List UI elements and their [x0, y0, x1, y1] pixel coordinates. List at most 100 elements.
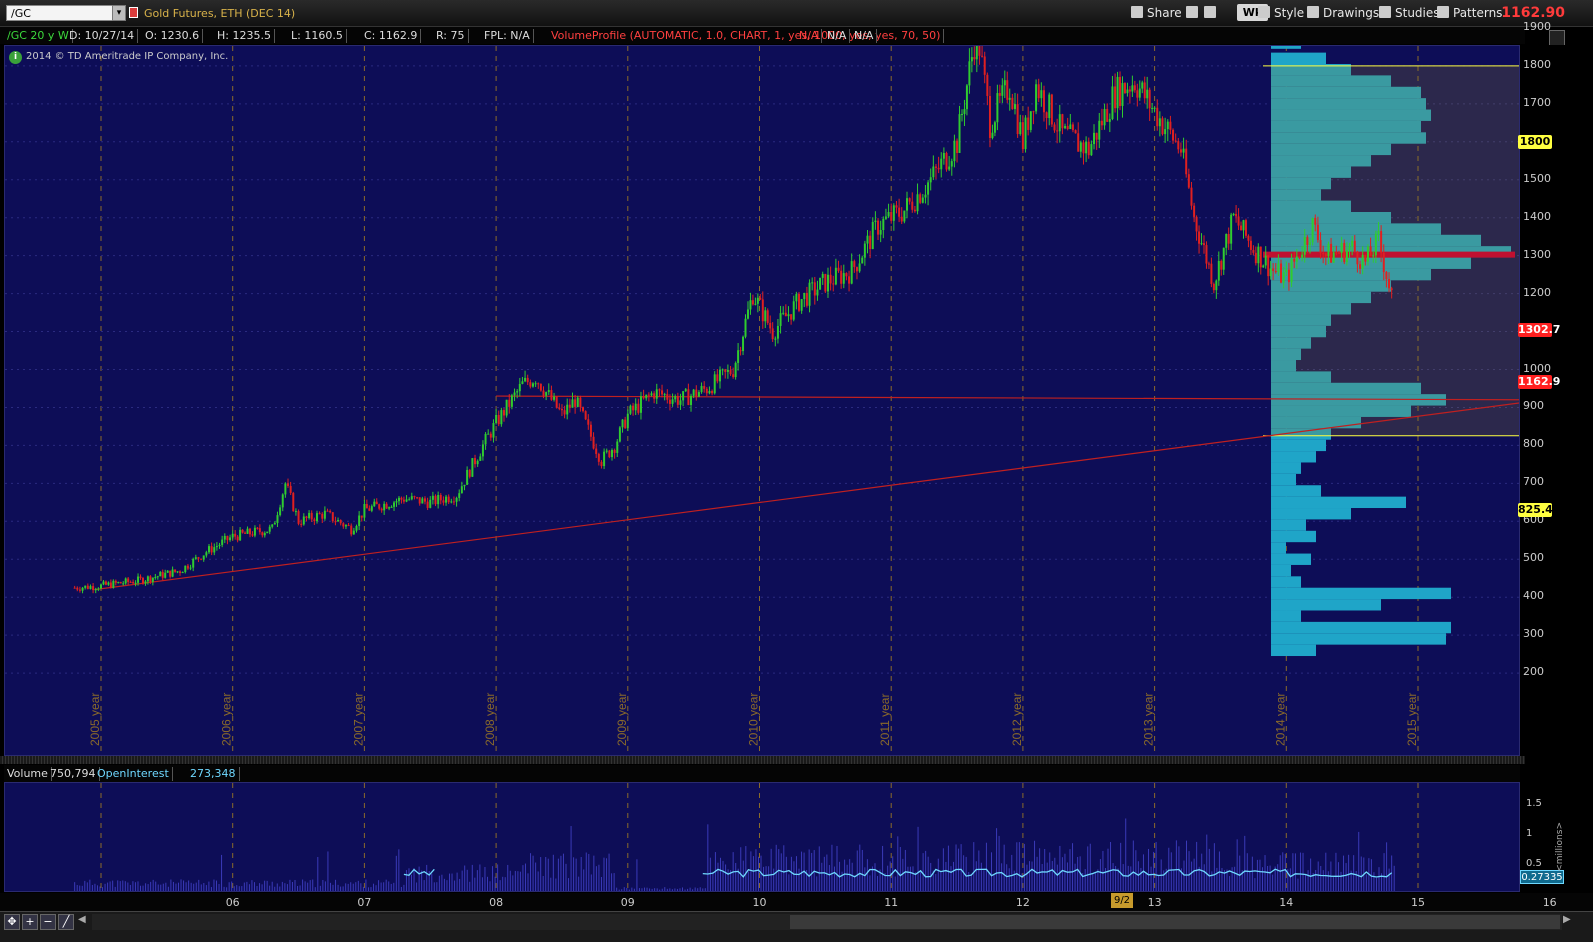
- share-button[interactable]: Share: [1127, 4, 1186, 22]
- candle-body: [141, 578, 144, 584]
- volume-label[interactable]: Volume: [4, 767, 52, 781]
- price-tick: 500: [1523, 551, 1544, 565]
- candle-body: [1136, 90, 1139, 98]
- price-tick: 1800: [1523, 57, 1551, 71]
- candle-body: [1316, 224, 1319, 241]
- volume-profile-study[interactable]: VolumeProfile (AUTOMATIC, 1.0, CHART, 1,…: [548, 29, 945, 43]
- candle-body: [711, 390, 714, 394]
- studies-button[interactable]: Studies: [1375, 4, 1444, 22]
- candle-body: [186, 565, 189, 569]
- symbol-input[interactable]: /GC: [6, 5, 118, 21]
- candle-body: [197, 557, 200, 559]
- volume-profile-bar: [1271, 280, 1391, 292]
- candle-body: [431, 495, 434, 500]
- symbol-dropdown-icon[interactable]: ▾: [112, 5, 126, 21]
- time-tick: 10: [752, 896, 767, 909]
- patterns-button[interactable]: Patterns: [1433, 4, 1506, 22]
- settings-button[interactable]: [1182, 4, 1206, 22]
- candle-body: [668, 399, 671, 404]
- candle-body: [589, 424, 592, 437]
- candle-body: [624, 419, 627, 429]
- candle-body: [1324, 253, 1327, 257]
- panel-splitter[interactable]: [0, 756, 1525, 764]
- flag-icon[interactable]: [129, 7, 138, 18]
- style-button[interactable]: Style: [1254, 4, 1308, 22]
- volume-profile-bar: [1271, 519, 1306, 531]
- candle-body: [568, 404, 571, 408]
- candle-body: [100, 584, 102, 589]
- candle-body: [739, 350, 742, 352]
- candle-body: [117, 582, 120, 584]
- candle-body: [800, 299, 803, 311]
- candle-body: [1090, 144, 1093, 156]
- candle-body: [176, 571, 179, 573]
- candle-body: [434, 495, 437, 505]
- candle-body: [542, 390, 545, 396]
- volume-profile-bar: [1271, 599, 1381, 611]
- candle-body: [929, 177, 932, 183]
- candle-body: [112, 580, 115, 588]
- scroll-right-icon[interactable]: ▶: [1563, 914, 1571, 925]
- price-tick: 800: [1523, 437, 1544, 451]
- oi-label[interactable]: OpenInterest: [94, 767, 173, 781]
- candle-body: [1262, 265, 1265, 268]
- candle-body: [1058, 114, 1061, 132]
- candle-body: [1108, 119, 1111, 122]
- cursor-icon[interactable]: ╱: [58, 914, 74, 930]
- candle-body: [771, 328, 774, 340]
- info-icon[interactable]: i: [9, 51, 22, 64]
- candle-body: [832, 283, 835, 285]
- candle-body: [1205, 245, 1208, 264]
- chart-label[interactable]: /GC 20 y W: [4, 29, 73, 43]
- candle-body: [1225, 233, 1228, 248]
- candle-body: [579, 397, 582, 408]
- candle-body: [960, 113, 963, 115]
- trendline-rising: [94, 402, 1519, 591]
- volume-profile-bar: [1271, 303, 1351, 315]
- pencil-icon: [1307, 6, 1319, 18]
- candle-body: [1237, 216, 1240, 226]
- candle-body: [1390, 288, 1393, 291]
- volume-chart[interactable]: [5, 783, 1519, 891]
- draw-tool-icon[interactable]: [1549, 30, 1565, 46]
- candle-body: [159, 571, 162, 577]
- candle-body: [1143, 82, 1146, 99]
- candle-body: [297, 511, 300, 524]
- candle-body: [808, 282, 811, 306]
- scrollbar-thumb[interactable]: [790, 915, 1560, 929]
- candle-body: [948, 166, 951, 170]
- candle-body: [983, 56, 986, 75]
- candle-body: [595, 448, 598, 454]
- candle-body: [1061, 114, 1064, 129]
- zoom-in-icon[interactable]: +: [22, 914, 38, 930]
- volume-profile-bar: [1271, 268, 1431, 281]
- volume-panel[interactable]: [4, 782, 1520, 892]
- year-label: 2009 year: [615, 693, 629, 746]
- copyright-text: 2014 © TD Ameritrade IP Company, Inc.: [26, 51, 229, 62]
- candle-body: [205, 552, 208, 556]
- candle-body: [1366, 246, 1369, 262]
- na-value-2: N/A: [824, 29, 851, 43]
- candle-body: [890, 211, 893, 221]
- volume-info-bar: Volume 750,794 OpenInterest 273,348: [4, 765, 1520, 782]
- drawings-button[interactable]: Drawings: [1303, 4, 1383, 22]
- candle-body: [848, 276, 851, 284]
- volume-profile-bar: [1271, 451, 1316, 463]
- candle-body: [1011, 97, 1014, 109]
- scroll-left-icon[interactable]: ◀: [78, 914, 86, 925]
- candle-body: [1050, 94, 1053, 125]
- candle-body: [321, 513, 324, 519]
- wrench-button[interactable]: [1200, 4, 1224, 22]
- zoom-out-icon[interactable]: −: [40, 914, 56, 930]
- volume-profile-bar: [1271, 257, 1471, 269]
- volume-profile-bar: [1271, 223, 1441, 235]
- candle-body: [1254, 252, 1257, 264]
- pan-icon[interactable]: ✥: [4, 914, 20, 930]
- candle-body: [236, 536, 239, 541]
- candle-body: [988, 95, 991, 138]
- candle-body: [416, 497, 419, 499]
- volume-profile-bar: [1271, 439, 1326, 452]
- candle-body: [248, 528, 251, 535]
